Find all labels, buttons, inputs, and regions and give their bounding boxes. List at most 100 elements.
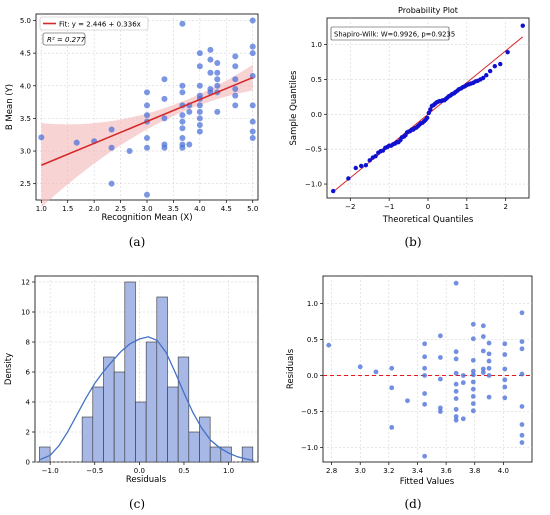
data-point: [144, 135, 150, 141]
data-point: [232, 63, 239, 70]
data-point: [179, 144, 186, 151]
pc-xtick-label: 0.0: [134, 467, 145, 475]
quantile-point: [480, 75, 486, 81]
data-point: [196, 50, 203, 57]
residual-point: [519, 371, 525, 377]
residual-point: [389, 365, 395, 371]
data-point: [179, 118, 186, 125]
pd-ytick-label: −1.0: [301, 444, 318, 452]
data-point: [196, 115, 203, 122]
residual-point: [422, 373, 428, 378]
data-point: [214, 108, 221, 115]
residual-point: [422, 341, 428, 347]
data-point: [179, 20, 186, 27]
histogram-bar: [103, 356, 115, 463]
panel-a-legend-text: Fit: y = 2.446 + 0.336x: [59, 21, 141, 29]
panel-d-xlabel: Fitted Values: [400, 477, 455, 487]
pd-xtick-label: 3.2: [383, 467, 394, 475]
panel-b-stat-text: Shapiro-Wilk: W=0.9926, p=0.9235: [334, 31, 455, 39]
data-point: [214, 82, 221, 89]
residual-point: [422, 453, 428, 459]
data-point: [196, 82, 203, 89]
pa-xtick-label: 1.5: [62, 205, 73, 213]
pa-ytick-label: 2.5: [20, 180, 31, 188]
panel-b-ylabel: Sample Quantiles: [289, 70, 299, 146]
data-point: [126, 148, 133, 155]
panel-a-xlabel: Recognition Mean (X): [101, 213, 192, 223]
pb-xtick-label: 1: [465, 203, 469, 211]
residual-point: [470, 336, 476, 342]
pc-ytick-label: 10: [21, 309, 30, 317]
residual-point: [486, 365, 492, 371]
quantile-point: [353, 165, 358, 171]
data-point: [108, 126, 115, 133]
pc-ytick-label: 12: [21, 279, 30, 287]
residual-point: [470, 372, 476, 378]
pd-ytick-label: 0.0: [307, 372, 318, 380]
panel-a-ylabel: B Mean (Y): [5, 84, 15, 130]
residual-point: [519, 346, 525, 352]
panel-c-kde-curve: [39, 336, 254, 462]
pd-ytick-label: 0.5: [307, 336, 318, 344]
data-point: [249, 17, 256, 24]
pa-xtick-label: 2.0: [89, 205, 100, 213]
panel-b-stat-box: [330, 26, 450, 41]
residual-point: [437, 376, 443, 382]
quantile-point: [331, 188, 336, 194]
pd-xtick-label: 3.0: [355, 467, 366, 475]
histogram-bar: [113, 371, 126, 463]
residual-point: [470, 321, 476, 327]
data-point: [196, 63, 203, 70]
residual-point: [373, 369, 379, 375]
pd-ytick-label: −0.5: [301, 408, 318, 416]
residual-point: [357, 364, 363, 370]
pb-ytick-label: −1.0: [305, 181, 322, 189]
data-point: [161, 95, 168, 102]
pa-xtick-label: 3.5: [168, 205, 179, 213]
data-point: [144, 112, 150, 119]
quantile-point: [487, 68, 493, 74]
residual-point: [389, 385, 395, 391]
data-point: [161, 115, 168, 122]
data-point: [207, 56, 214, 63]
residual-point: [460, 380, 466, 386]
residual-point: [480, 348, 486, 354]
data-point: [232, 76, 239, 83]
residual-point: [480, 323, 486, 329]
residual-point: [519, 432, 525, 438]
residual-point: [486, 373, 492, 378]
data-point: [73, 139, 80, 146]
data-point: [179, 135, 186, 141]
residual-point: [453, 414, 459, 419]
residual-point: [519, 339, 525, 345]
histogram-bar: [199, 416, 211, 463]
quantile-point: [373, 153, 378, 159]
residual-point: [453, 356, 459, 362]
data-point: [196, 102, 203, 109]
pc-xtick-label: −0.5: [86, 467, 103, 475]
data-point: [214, 76, 221, 83]
residual-point: [470, 401, 476, 407]
data-point: [214, 59, 221, 66]
panel-b-probability-plot: −2 −1 0 1 2 −1.0 −0.5 0.0 0.5 1.0 Probability Plo…: [289, 6, 530, 249]
residual-point: [502, 395, 508, 401]
residual-point: [470, 357, 476, 363]
residual-point: [389, 424, 395, 430]
panel-a-legend: [39, 16, 149, 31]
residual-point: [453, 406, 459, 412]
pc-ytick-label: 4: [26, 399, 31, 407]
residual-point: [422, 391, 428, 396]
panel-a-points: [38, 17, 256, 198]
data-point: [214, 69, 221, 76]
pc-ytick-label: 6: [26, 369, 31, 377]
panel-b-xlabel: Theoretical Quantiles: [382, 215, 474, 225]
data-point: [249, 135, 256, 141]
pa-ytick-label: 3.0: [20, 148, 31, 156]
panel-c-ylabel: Density: [4, 353, 14, 385]
residual-point: [326, 342, 332, 348]
residual-point: [502, 352, 508, 357]
panel-a-r2-text: R² = 0.277: [47, 36, 86, 44]
panel-b-ticks: −2 −1 0 1 2 −1.0 −0.5 0.0 0.5 1.0: [305, 41, 508, 211]
residual-point: [422, 354, 428, 360]
residual-point: [437, 333, 443, 339]
